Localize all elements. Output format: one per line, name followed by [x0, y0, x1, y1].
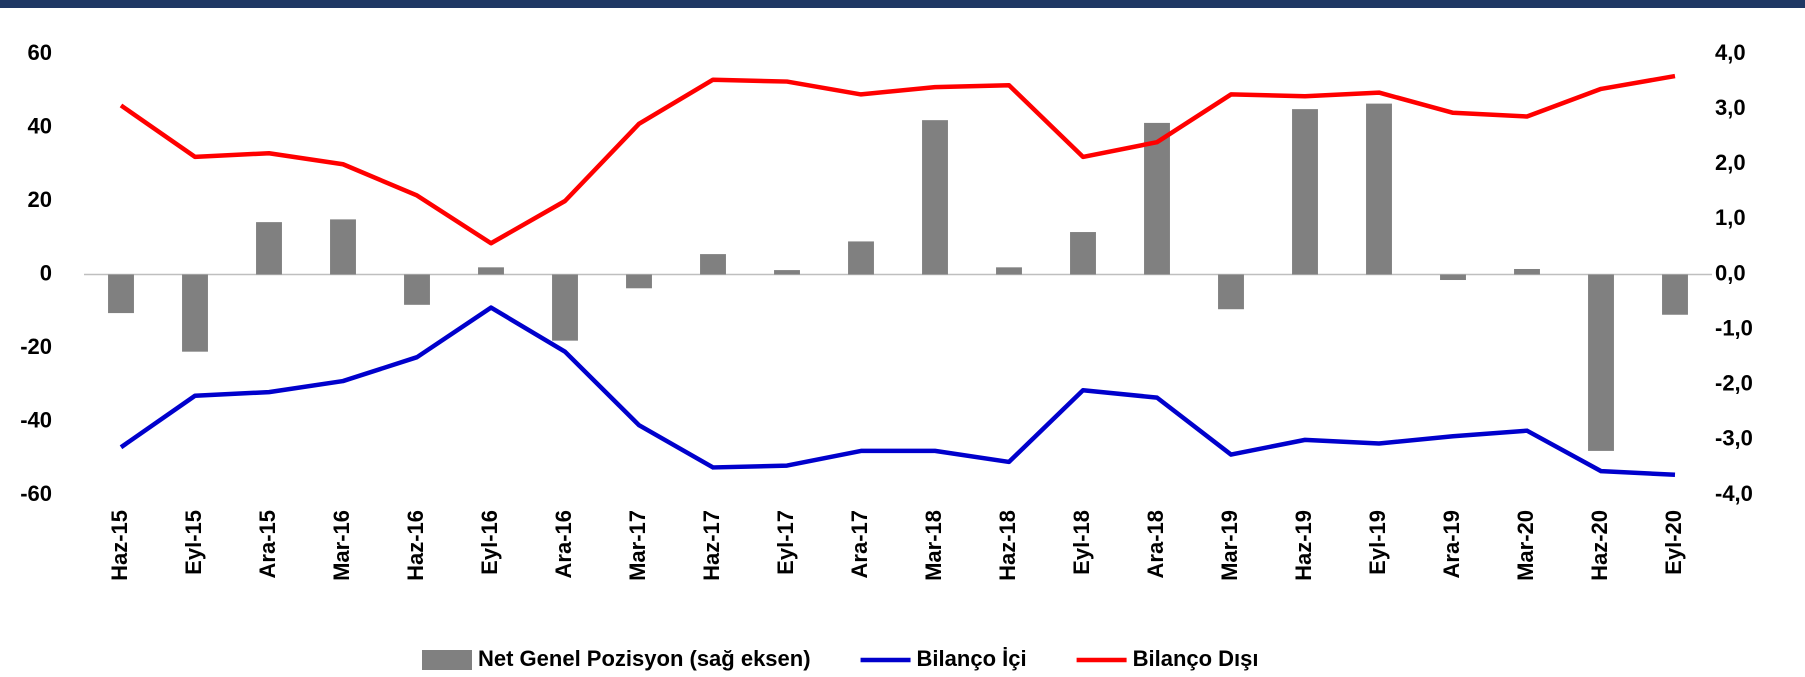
- y-tick-label: 40: [28, 113, 52, 138]
- x-tick-label: Haz-17: [699, 510, 724, 581]
- y-tick-label: -20: [20, 334, 52, 359]
- x-tick-label: Eyl-15: [181, 510, 206, 575]
- x-tick-label: Eyl-16: [477, 510, 502, 575]
- y-tick-label: 0: [40, 260, 52, 285]
- bar: [1588, 274, 1614, 451]
- y-tick-label: 60: [28, 40, 52, 65]
- x-tick-label: Mar-17: [625, 510, 650, 581]
- y2-tick-label: -2,0: [1715, 371, 1753, 396]
- bar: [404, 274, 430, 305]
- bar: [848, 241, 874, 275]
- x-tick-label: Haz-16: [403, 510, 428, 581]
- bar: [922, 120, 948, 275]
- x-tick-label: Eyl-20: [1661, 510, 1686, 575]
- legend-label: Bilanço İçi: [917, 646, 1027, 671]
- y-tick-label: -40: [20, 407, 52, 432]
- y2-tick-label: 0,0: [1715, 260, 1746, 285]
- y2-tick-label: -1,0: [1715, 315, 1753, 340]
- y-tick-label: -60: [20, 481, 52, 506]
- bar: [1218, 274, 1244, 310]
- x-tick-label: Ara-17: [847, 510, 872, 578]
- x-tick-label: Haz-15: [107, 510, 132, 581]
- x-tick-label: Eyl-17: [773, 510, 798, 575]
- bar: [478, 267, 504, 275]
- x-tick-label: Ara-16: [551, 510, 576, 578]
- y2-tick-label: 2,0: [1715, 150, 1746, 175]
- legend-label: Net Genel Pozisyon (sağ eksen): [478, 646, 811, 671]
- x-tick-label: Haz-20: [1587, 510, 1612, 581]
- bar: [700, 254, 726, 275]
- x-tick-label: Mar-20: [1513, 510, 1538, 581]
- line: [119, 305, 1676, 478]
- bar: [996, 267, 1022, 275]
- x-tick-label: Mar-19: [1217, 510, 1242, 581]
- bar: [626, 274, 652, 289]
- x-tick-label: Haz-18: [995, 510, 1020, 581]
- bar: [1366, 103, 1392, 275]
- bar: [1070, 232, 1096, 275]
- y2-tick-label: -4,0: [1715, 481, 1753, 506]
- legend-label: Bilanço Dışı: [1133, 646, 1259, 671]
- bar: [1440, 274, 1466, 281]
- bar: [1662, 274, 1688, 315]
- y2-tick-label: 4,0: [1715, 40, 1746, 65]
- bar: [256, 222, 282, 275]
- x-tick-label: Mar-16: [329, 510, 354, 581]
- bar: [1514, 268, 1540, 275]
- bar: [774, 270, 800, 275]
- y-tick-label: 20: [28, 187, 52, 212]
- x-tick-label: Ara-18: [1143, 510, 1168, 578]
- bar: [108, 274, 134, 314]
- x-tick-label: Eyl-18: [1069, 510, 1094, 575]
- x-tick-label: Eyl-19: [1365, 510, 1390, 575]
- x-tick-label: Ara-19: [1439, 510, 1464, 578]
- line: [119, 73, 1676, 246]
- y2-tick-label: 3,0: [1715, 95, 1746, 120]
- bar: [330, 219, 356, 275]
- y2-tick-label: 1,0: [1715, 205, 1746, 230]
- x-tick-label: Haz-19: [1291, 510, 1316, 581]
- bar: [552, 274, 578, 341]
- legend-swatch: [422, 650, 472, 670]
- x-tick-label: Ara-15: [255, 510, 280, 578]
- y2-tick-label: -3,0: [1715, 426, 1753, 451]
- top-bar: [0, 0, 1805, 8]
- bar: [182, 274, 208, 352]
- x-tick-label: Mar-18: [921, 510, 946, 581]
- bar: [1292, 109, 1318, 275]
- bar: [1144, 122, 1170, 275]
